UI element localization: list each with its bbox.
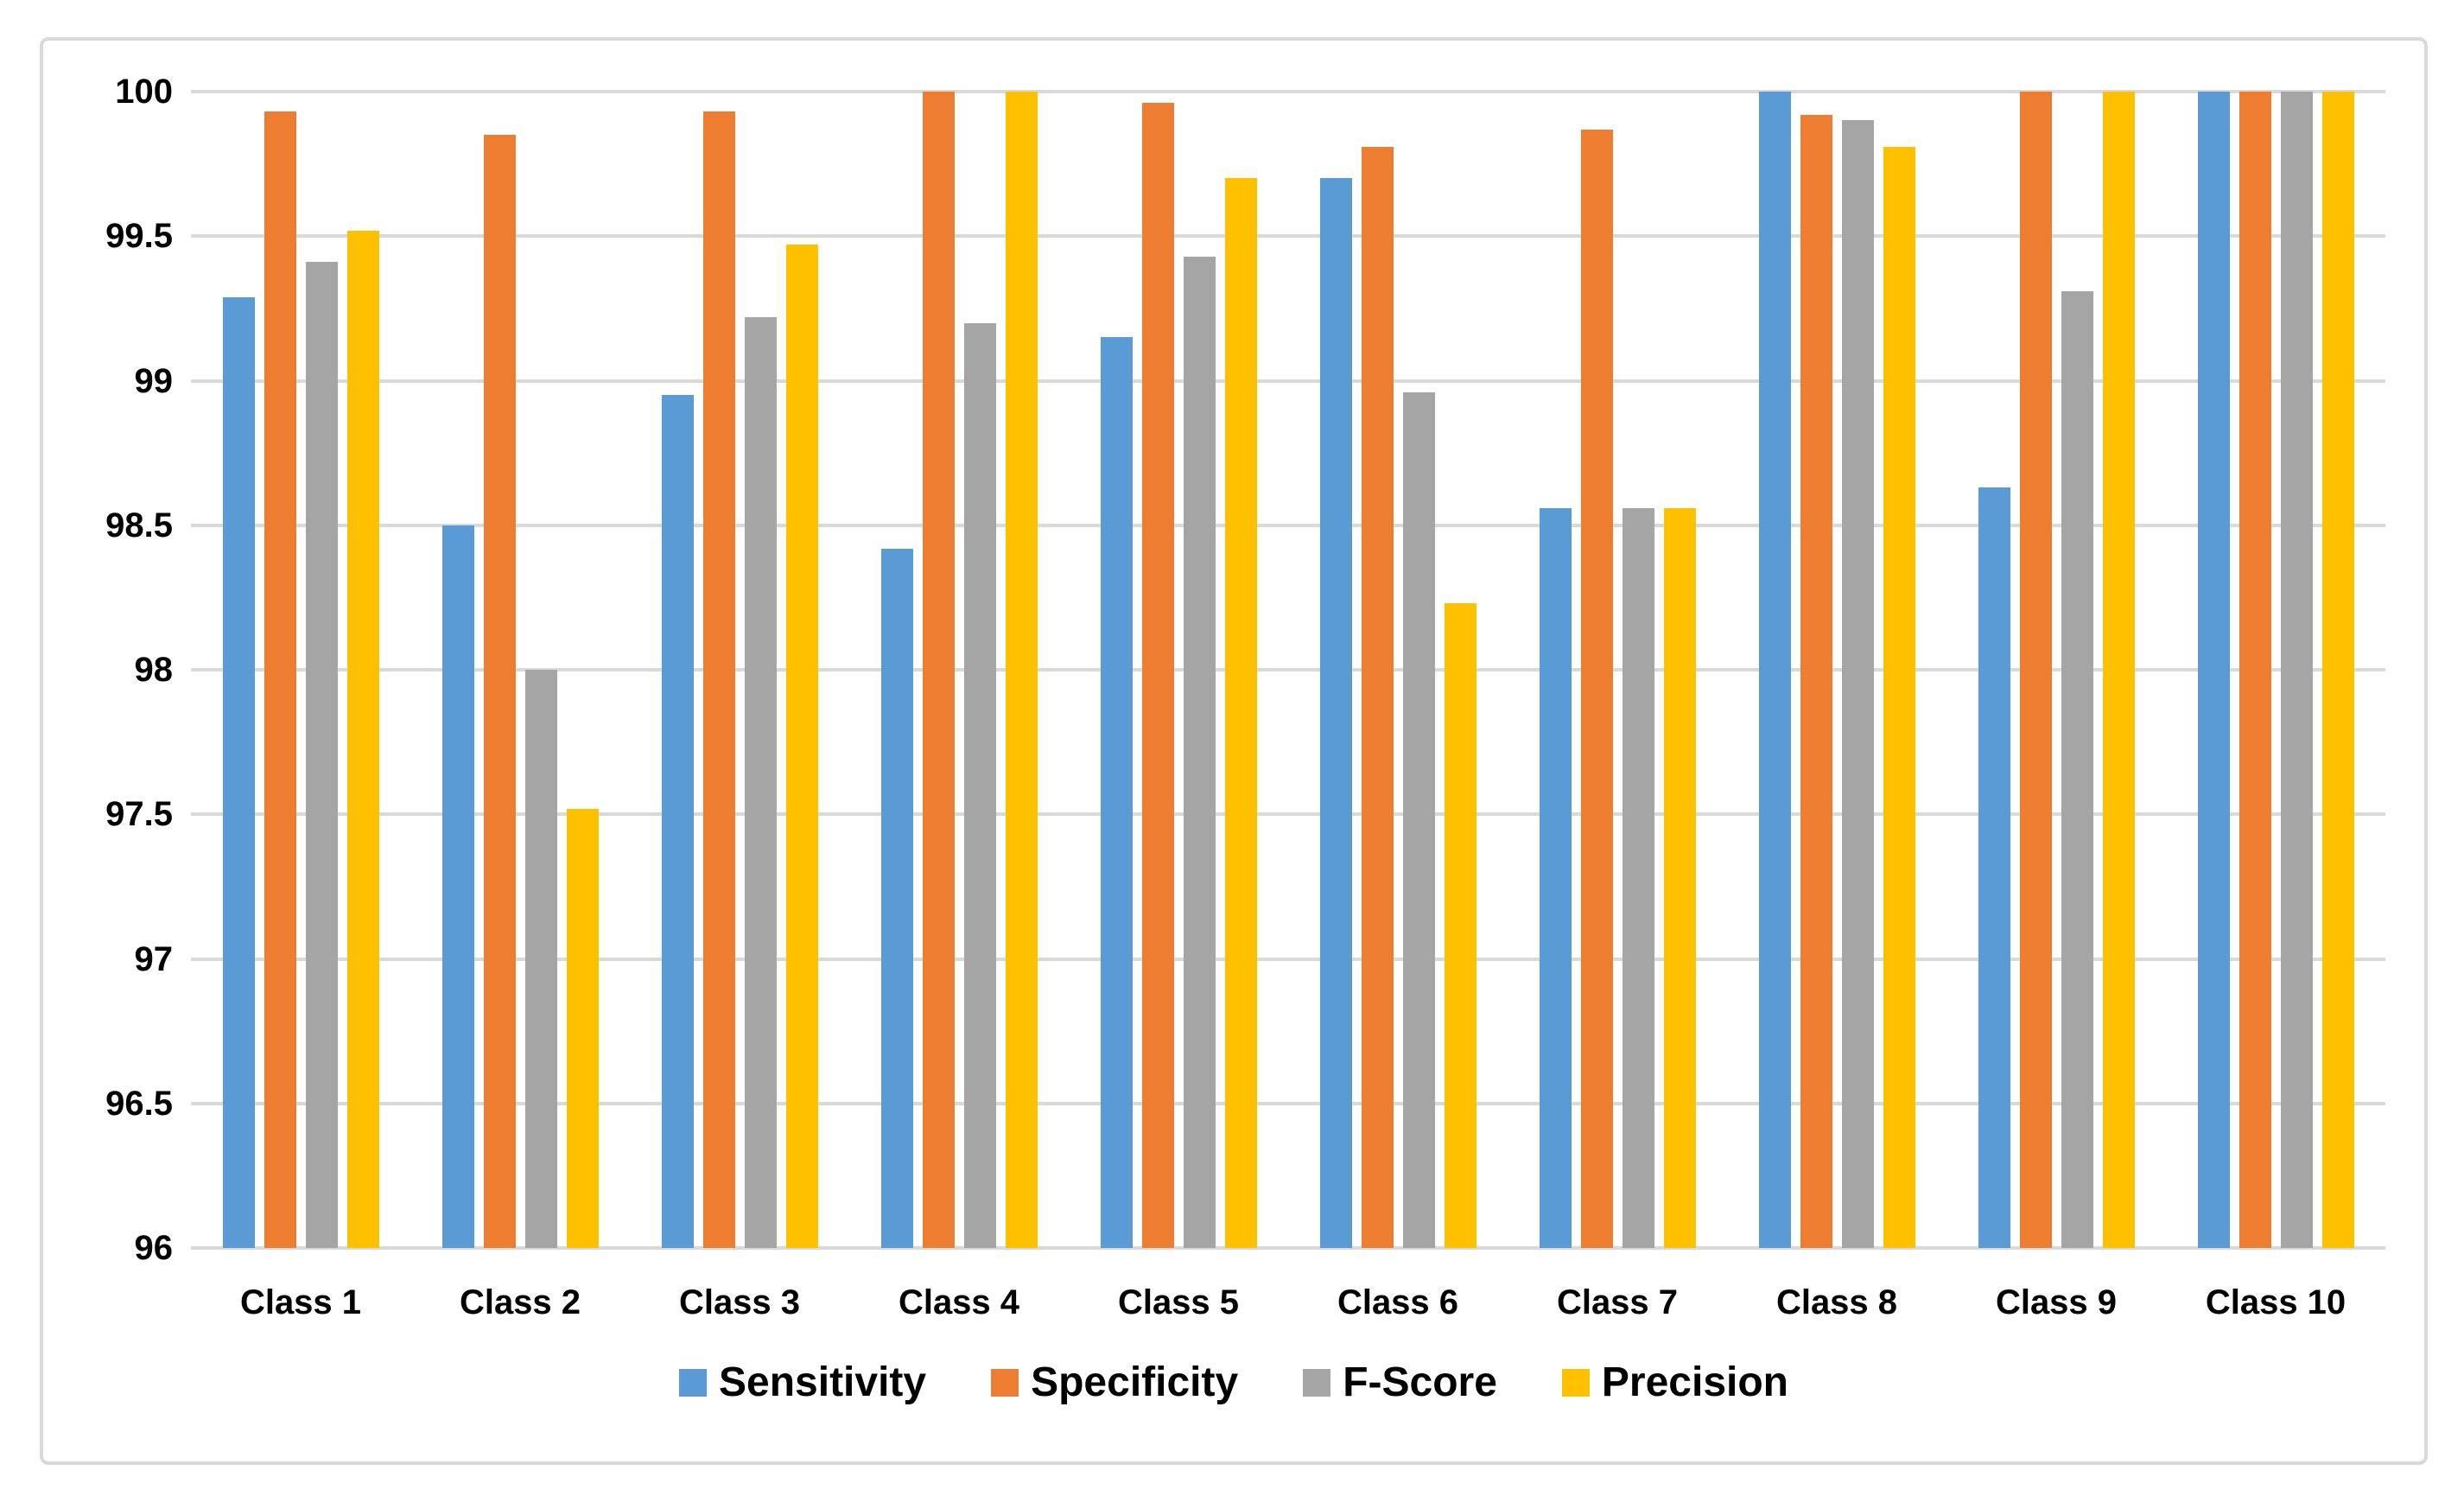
specificity-bar — [2239, 92, 2271, 1248]
precision-bar — [2102, 92, 2135, 1248]
legend-label: Specificity — [1031, 1359, 1239, 1405]
y-tick-label: 99 — [134, 361, 174, 400]
specificity-bar — [922, 92, 955, 1248]
y-tick-label: 98.5 — [105, 506, 173, 544]
specificity-bar — [483, 135, 516, 1248]
bar-group-class-7 — [1508, 92, 1727, 1248]
specificity-bar — [1141, 103, 1174, 1248]
legend-item-precision: Precision — [1561, 1359, 1788, 1406]
gridline — [191, 1246, 2385, 1250]
bar-group-class-9 — [1946, 92, 2166, 1248]
legend-label: Precision — [1601, 1359, 1788, 1405]
specificity-bar — [702, 111, 735, 1248]
chart-frame: 100 99.5 99 98.5 98 97.5 97 96.5 96 Class 1 Class… — [40, 37, 2428, 1465]
f-score-bar — [1622, 507, 1654, 1248]
y-tick-label: 97.5 — [105, 795, 173, 834]
x-axis-label: Class 9 — [1995, 1283, 2118, 1321]
legend-marker — [679, 1368, 707, 1397]
sensitivity-bar — [1539, 507, 1572, 1248]
f-score-bar — [744, 316, 777, 1248]
sensitivity-bar — [1100, 337, 1133, 1248]
specificity-bar — [1800, 114, 1832, 1248]
specificity-bar — [1580, 129, 1613, 1248]
x-axis-label: Class 10 — [2205, 1283, 2347, 1321]
x-axis-label: Class 4 — [898, 1283, 1020, 1321]
precision-bar — [1005, 92, 1038, 1248]
legend-label: F-Score — [1343, 1359, 1497, 1405]
sensitivity-bar — [2197, 92, 2230, 1248]
f-score-bar — [1841, 120, 1874, 1248]
legend-marker — [1303, 1368, 1331, 1397]
precision-bar — [346, 230, 379, 1248]
sensitivity-bar — [222, 296, 255, 1248]
x-axis: Class 1 Class 2 Class 3 Class 4 Class 5 Class… — [191, 1272, 2385, 1333]
legend-label: Sensitivity — [719, 1359, 927, 1405]
f-score-bar — [1402, 392, 1435, 1248]
precision-bar — [785, 245, 818, 1248]
legend-item-f-score: F-Score — [1303, 1359, 1497, 1406]
gridline — [191, 957, 2385, 961]
x-axis-label: Class 2 — [459, 1283, 581, 1321]
bar-group-class-4 — [849, 92, 1069, 1248]
gridline — [191, 523, 2385, 527]
f-score-bar — [524, 670, 557, 1248]
x-axis-label: Class 3 — [678, 1283, 801, 1321]
gridline — [191, 1101, 2385, 1105]
x-axis-label: Class 8 — [1775, 1283, 1898, 1321]
f-score-bar — [2061, 290, 2093, 1248]
bar-group-class-8 — [1727, 92, 1946, 1248]
legend-marker — [991, 1368, 1019, 1397]
precision-bar — [566, 808, 599, 1248]
bar-group-class-2 — [410, 92, 630, 1248]
precision-bar — [1444, 603, 1476, 1248]
x-axis-label: Class 7 — [1556, 1283, 1679, 1321]
x-axis-label: Class 6 — [1337, 1283, 1459, 1321]
bar-group-class-3 — [630, 92, 849, 1248]
sensitivity-bar — [880, 548, 913, 1248]
y-tick-label: 96.5 — [105, 1084, 173, 1123]
sensitivity-bar — [1319, 178, 1352, 1248]
specificity-bar — [264, 111, 296, 1248]
precision-bar — [1224, 178, 1257, 1248]
precision-bar — [1663, 507, 1696, 1248]
bar-group-class-6 — [1288, 92, 1508, 1248]
specificity-bar — [1361, 146, 1394, 1248]
sensitivity-bar — [441, 525, 474, 1248]
y-axis: 100 99.5 99 98.5 98 97.5 97 96.5 96 — [43, 73, 174, 1267]
y-tick-label: 97 — [134, 939, 174, 978]
bar-group-class-10 — [2166, 92, 2385, 1248]
y-tick-label: 99.5 — [105, 217, 173, 256]
bar-group-class-5 — [1069, 92, 1288, 1248]
gridline — [191, 668, 2385, 672]
y-tick-label: 96 — [134, 1229, 174, 1267]
f-score-bar — [2280, 92, 2313, 1248]
y-tick-label: 100 — [115, 73, 173, 111]
f-score-bar — [1183, 256, 1216, 1248]
plot-area — [191, 90, 2385, 1250]
legend-item-specificity: Specificity — [991, 1359, 1238, 1406]
x-axis-label: Class 5 — [1117, 1283, 1240, 1321]
precision-bar — [1883, 146, 1915, 1248]
specificity-bar — [2019, 92, 2052, 1248]
gridline — [191, 379, 2385, 383]
x-axis-label: Class 1 — [239, 1283, 362, 1321]
f-score-bar — [963, 322, 996, 1248]
gridline — [191, 90, 2385, 93]
gridline — [191, 234, 2385, 239]
gridline — [191, 812, 2385, 817]
sensitivity-bar — [1758, 92, 1791, 1248]
precision-bar — [2321, 92, 2354, 1248]
y-tick-label: 98 — [134, 651, 174, 689]
legend-item-sensitivity: Sensitivity — [679, 1359, 926, 1406]
legend: Sensitivity Specificity F-Score Precision — [43, 1359, 2424, 1406]
sensitivity-bar — [661, 395, 694, 1248]
sensitivity-bar — [1978, 487, 2010, 1248]
f-score-bar — [305, 262, 338, 1248]
legend-marker — [1561, 1368, 1590, 1397]
bar-group-class-1 — [191, 92, 410, 1248]
